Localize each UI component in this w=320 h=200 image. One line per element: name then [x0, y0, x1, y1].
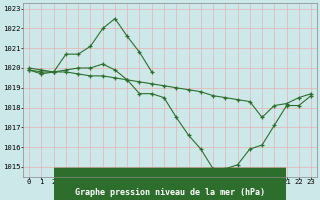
X-axis label: Graphe pression niveau de la mer (hPa): Graphe pression niveau de la mer (hPa) [75, 188, 265, 197]
